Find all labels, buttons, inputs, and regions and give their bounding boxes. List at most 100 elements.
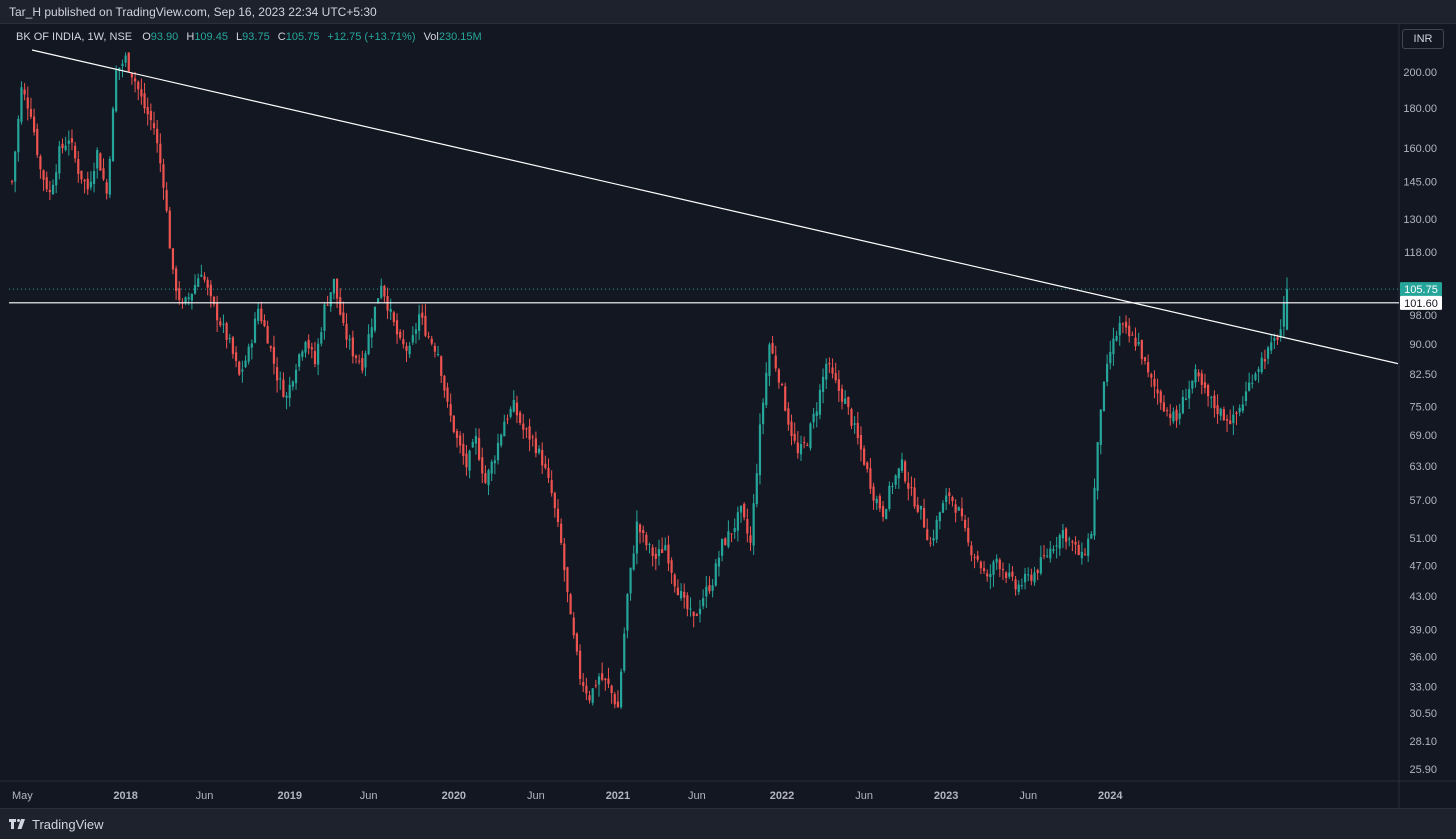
x-tick-label: Jun (360, 790, 378, 802)
y-tick-label: 47.00 (1409, 561, 1437, 573)
candle-body (487, 470, 490, 486)
candle-body (667, 544, 670, 564)
candle-body (414, 329, 418, 334)
candle-body (689, 608, 692, 610)
candle-body (1257, 369, 1260, 372)
candle-body (891, 485, 894, 487)
x-tick-label: Jun (196, 790, 214, 802)
candle-body (329, 292, 332, 307)
candle-body (244, 360, 247, 368)
y-tick-label: 25.90 (1409, 764, 1437, 776)
price-chart[interactable]: 200.00 180.00 160.00 145.00 130.00 118.00 98.0… (0, 24, 1456, 808)
candle-body (111, 108, 115, 162)
tradingview-logo-icon[interactable] (9, 819, 27, 829)
candle-body (187, 297, 190, 300)
x-tick-label: Jun (688, 790, 706, 802)
candle-body (1276, 337, 1279, 340)
candle-body (951, 496, 954, 502)
candle-body (863, 448, 866, 465)
candle-body (1080, 551, 1083, 559)
x-tick-label: Jun (855, 790, 873, 802)
candles-group (10, 51, 1289, 709)
candle-body (156, 128, 159, 144)
candle-body (1058, 535, 1061, 549)
candle-body (635, 521, 638, 554)
candle-body (702, 598, 705, 607)
candle-body (42, 170, 45, 180)
candle-body (1042, 555, 1046, 557)
candle-body (1128, 325, 1131, 337)
candle-body (1273, 338, 1276, 341)
candle-body (1014, 579, 1017, 590)
candle-body (856, 422, 859, 438)
candle-body (298, 354, 301, 367)
candle-body (45, 177, 48, 190)
symbol-label[interactable]: BK OF INDIA, 1W, NSE (16, 31, 133, 43)
candle-body (440, 356, 443, 376)
change-value: +12.75 (+13.71%) (327, 31, 416, 43)
candle-body (149, 111, 152, 121)
candle-body (657, 549, 661, 557)
candle-body (216, 302, 219, 321)
candle-body (960, 508, 964, 517)
candle-body (957, 507, 960, 511)
candle-body (638, 524, 642, 533)
candle-body (654, 553, 657, 559)
candle-body (1156, 389, 1159, 394)
x-tick-label: Jun (527, 790, 545, 802)
candle-body (907, 482, 910, 489)
candle-body (452, 415, 455, 433)
candle-body (115, 70, 118, 112)
candle-body (755, 473, 758, 505)
candle-body (14, 151, 17, 182)
candle-body (1118, 323, 1121, 336)
candle-body (698, 608, 702, 615)
candle-body (872, 486, 875, 501)
candle-body (1222, 409, 1225, 421)
candle-body (1203, 382, 1207, 388)
candle-body (1200, 373, 1203, 385)
candle-body (844, 398, 847, 404)
candle-body (143, 93, 146, 109)
candle-body (986, 573, 989, 577)
candle-body (853, 423, 856, 425)
currency-button[interactable]: INR (1402, 29, 1444, 49)
candle-body (118, 67, 121, 71)
candle-body (430, 338, 433, 344)
candle-body (399, 331, 402, 338)
candle-body (212, 296, 216, 305)
footer-brand[interactable]: TradingView (32, 816, 104, 832)
candle-body (670, 560, 673, 573)
candle-body (724, 538, 727, 545)
candle-body (828, 363, 831, 365)
candle-body (560, 523, 563, 543)
candle-body (768, 344, 771, 377)
candle-body (1099, 409, 1102, 445)
candle-body (389, 309, 392, 312)
published-text: Tar_H published on TradingView.com, Sep … (9, 5, 377, 19)
candle-body (20, 87, 23, 122)
candle-body (547, 467, 550, 478)
candle-body (462, 443, 465, 457)
candle-body (1008, 572, 1011, 577)
candle-body (739, 505, 743, 513)
candle-body (89, 181, 92, 188)
candle-body (651, 547, 654, 556)
candle-body (83, 179, 86, 182)
candle-body (578, 650, 582, 680)
candle-body (777, 369, 780, 383)
candle-body (269, 346, 272, 349)
candle-body (642, 530, 645, 533)
candle-body (1102, 381, 1106, 411)
candle-body (922, 508, 926, 528)
candle-body (604, 678, 607, 681)
candle-body (948, 492, 951, 496)
candle-body (279, 378, 282, 380)
candle-body (74, 145, 77, 159)
candle-body (910, 487, 913, 489)
candle-body (752, 503, 755, 546)
candle-body (998, 559, 1001, 570)
candle-body (850, 409, 853, 426)
candle-body (1131, 334, 1134, 336)
candle-body (790, 421, 793, 437)
